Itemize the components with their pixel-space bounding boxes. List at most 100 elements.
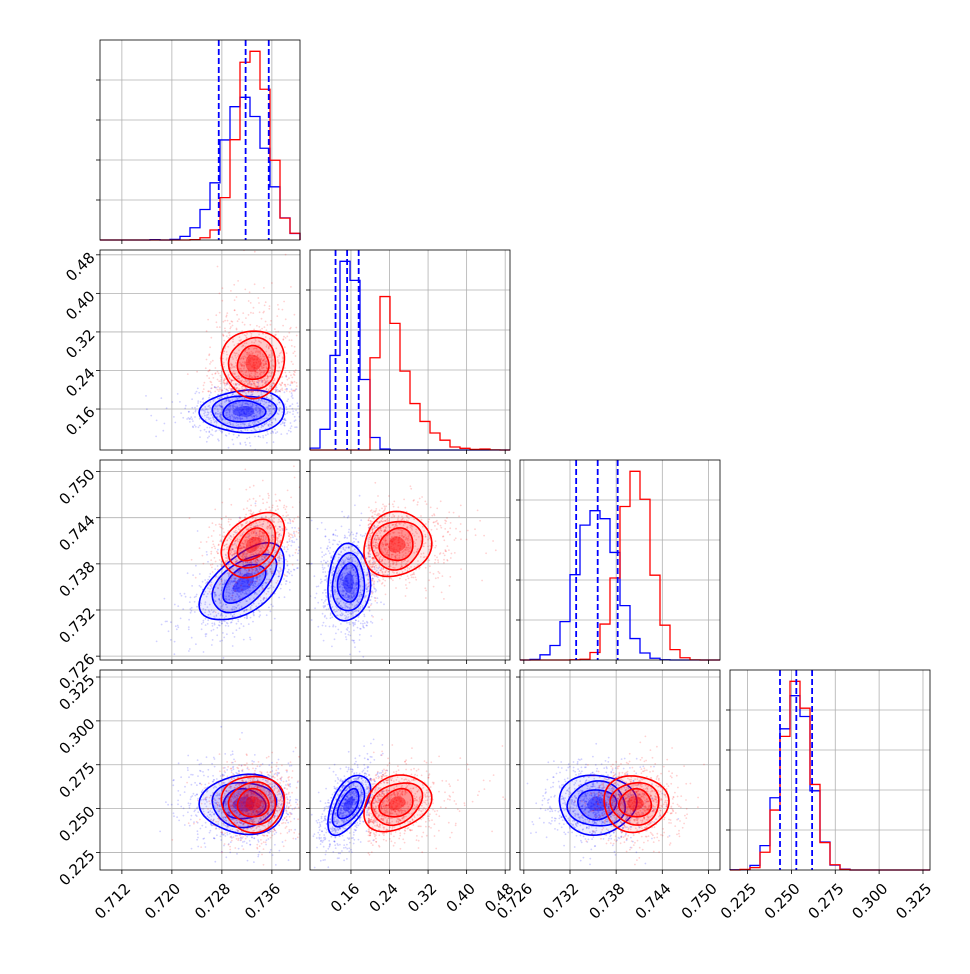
scatter-point (295, 409, 297, 411)
scatter-point (288, 532, 290, 534)
scatter-point (211, 374, 213, 376)
scatter-point (285, 414, 287, 416)
scatter-point (435, 545, 437, 547)
scatter-point (323, 602, 325, 604)
scatter-point (359, 495, 361, 497)
scatter-point (191, 559, 193, 561)
scatter-point (222, 528, 224, 530)
scatter-point (229, 334, 231, 336)
scatter-point (280, 433, 282, 435)
scatter-point (231, 389, 233, 391)
scatter-point (226, 435, 228, 437)
scatter-point (164, 423, 166, 425)
scatter-point (217, 371, 219, 373)
scatter-point (241, 589, 243, 591)
scatter-point (249, 637, 251, 639)
scatter-point (362, 620, 364, 622)
scatter-point (322, 567, 324, 569)
scatter-point (226, 335, 228, 337)
scatter-point (225, 625, 227, 627)
hist-panel-4 (726, 670, 930, 874)
scatter-point (411, 576, 413, 578)
scatter-point (211, 567, 213, 569)
scatter-point (209, 346, 211, 348)
scatter-point (278, 573, 280, 575)
scatter-point (248, 623, 250, 625)
scatter-point (335, 633, 337, 635)
scatter-point (294, 351, 296, 353)
scatter-point (228, 433, 230, 435)
scatter-point (217, 266, 219, 268)
scatter-point (224, 385, 226, 387)
scatter-point (280, 389, 282, 391)
scatter-point (285, 420, 287, 422)
scatter-point (221, 580, 223, 582)
scatter-point (320, 634, 322, 636)
scatter-point (357, 627, 359, 629)
scatter-point (166, 407, 168, 409)
scatter-point (325, 599, 327, 601)
scatter-point (306, 417, 308, 419)
scatter-point (287, 384, 289, 386)
scatter-point (343, 516, 345, 518)
scatter-point (444, 528, 446, 530)
scatter-point (233, 390, 235, 392)
scatter-point (346, 622, 348, 624)
scatter-point (371, 593, 373, 595)
scatter-point (221, 623, 223, 625)
scatter-point (325, 625, 327, 627)
scatter-point (146, 408, 148, 410)
scatter-point (335, 535, 337, 537)
scatter-point (333, 551, 335, 553)
scatter-point (244, 289, 246, 291)
scatter-point (199, 418, 201, 420)
scatter-point (218, 440, 220, 442)
scatter-point (283, 422, 285, 424)
scatter-point (250, 509, 252, 511)
scatter-point (351, 531, 353, 533)
scatter-point (344, 535, 346, 537)
scatter-point (150, 415, 152, 417)
scatter-point (237, 320, 239, 322)
scatter-point (223, 340, 225, 342)
scatter-point (291, 345, 293, 347)
scatter-point (221, 431, 223, 433)
scatter-point (218, 544, 220, 546)
scatter-point (440, 527, 442, 529)
scatter-point (293, 390, 295, 392)
scatter-point (326, 596, 328, 598)
scatter-point (174, 653, 176, 655)
scatter-point (314, 607, 316, 609)
scatter-point (279, 383, 281, 385)
scatter-point (223, 657, 225, 659)
scatter-point (321, 599, 323, 601)
scatter-point (434, 555, 436, 557)
scatter-point (327, 545, 329, 547)
scatter-point (224, 573, 226, 575)
scatter-point (200, 401, 202, 403)
scatter-point (368, 606, 370, 608)
scatter-point (187, 572, 189, 574)
scatter-point (212, 434, 214, 436)
scatter-point (269, 582, 271, 584)
scatter-point (285, 254, 287, 256)
scatter-point (239, 627, 241, 629)
scatter-point (294, 346, 296, 348)
scatter-point (290, 545, 292, 547)
scatter-point (280, 588, 282, 590)
scatter-point (289, 573, 291, 575)
scatter-point (377, 581, 379, 583)
scatter-point (294, 527, 296, 529)
scatter-point (292, 382, 294, 384)
scatter-point (192, 426, 194, 428)
scatter-point (155, 436, 157, 438)
scatter-point (250, 639, 252, 641)
scatter-point (219, 534, 221, 536)
scatter-point (286, 352, 288, 354)
scatter-point (290, 497, 292, 499)
scatter-point (311, 619, 313, 621)
scatter-point (303, 535, 305, 537)
scatter-point (322, 568, 324, 570)
scatter-point (222, 632, 224, 634)
scatter-point (340, 623, 342, 625)
